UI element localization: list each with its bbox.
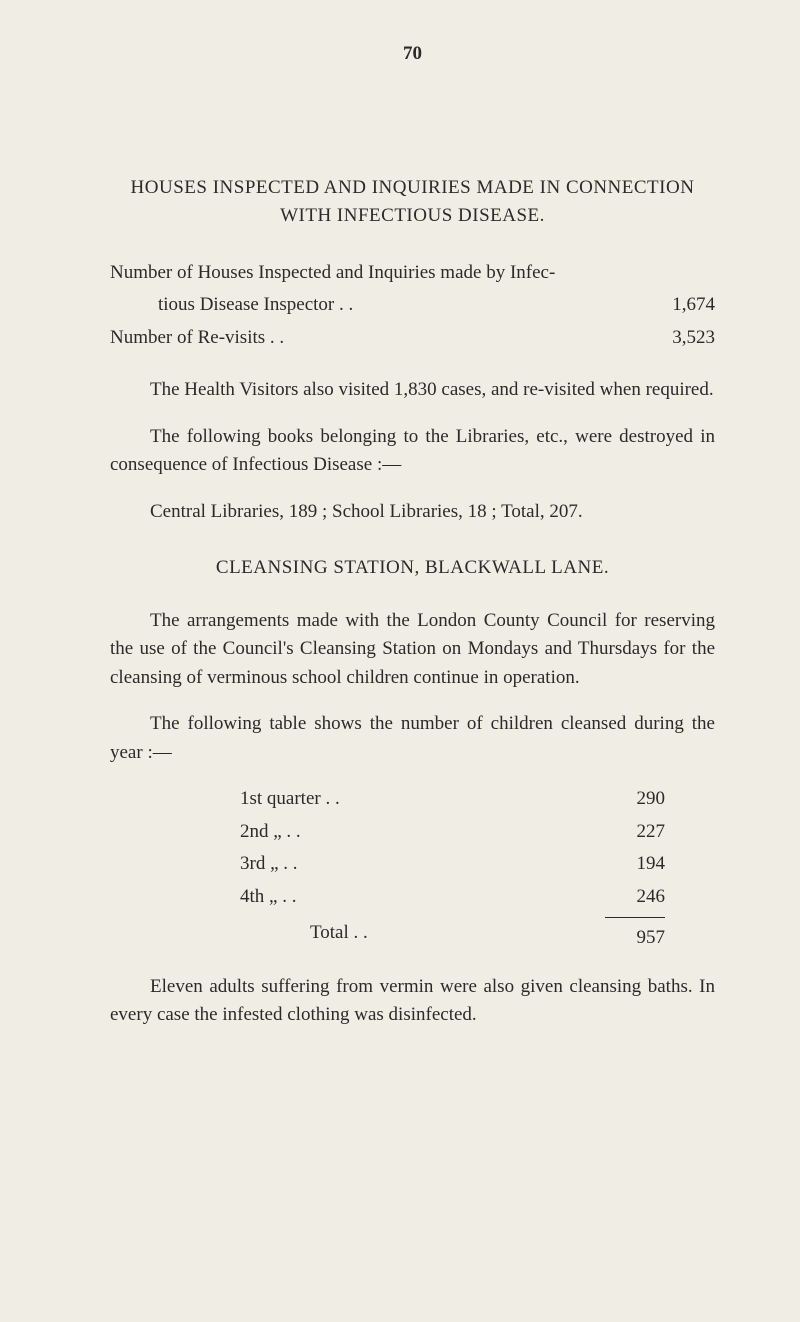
stat-line-1b: tious Disease Inspector . . 1,674 <box>110 291 715 320</box>
paragraph: The following table shows the number of … <box>110 710 715 767</box>
quarter-value: 246 <box>605 883 665 912</box>
stat-block: Number of Houses Inspected and Inquiries… <box>110 259 715 353</box>
stat-label: Number of Re-visits . . <box>110 324 645 353</box>
total-label: Total . . <box>240 919 450 953</box>
paragraph: The following books belonging to the Lib… <box>110 423 715 480</box>
quarter-label: 3rd „ . . <box>240 850 380 879</box>
stat-label: Number of Houses Inspected and Inquiries… <box>110 259 715 288</box>
main-heading: HOUSES INSPECTED AND INQUIRIES MADE IN C… <box>110 174 715 231</box>
stat-line-1a: Number of Houses Inspected and Inquiries… <box>110 259 715 288</box>
stat-value: 1,674 <box>645 291 715 320</box>
quarter-value: 290 <box>605 785 665 814</box>
paragraph: Central Libraries, 189 ; School Librarie… <box>110 498 715 527</box>
total-value: 957 <box>605 917 665 953</box>
quarter-value: 227 <box>605 818 665 847</box>
total-row: Total . . 957 <box>240 919 665 953</box>
table-row: 2nd „ . . 227 <box>240 818 665 847</box>
table-row: 3rd „ . . 194 <box>240 850 665 879</box>
quarter-value: 194 <box>605 850 665 879</box>
page-number: 70 <box>110 40 715 69</box>
table-row: 1st quarter . . 290 <box>240 785 665 814</box>
paragraph: The Health Visitors also visited 1,830 c… <box>110 376 715 405</box>
sub-heading: CLEANSING STATION, BLACKWALL LANE. <box>110 554 715 583</box>
quarter-label: 1st quarter . . <box>240 785 380 814</box>
paragraph: Eleven adults suffering from vermin were… <box>110 973 715 1030</box>
stat-line-2: Number of Re-visits . . 3,523 <box>110 324 715 353</box>
quarter-table: 1st quarter . . 290 2nd „ . . 227 3rd „ … <box>240 785 665 953</box>
quarter-label: 4th „ . . <box>240 883 380 912</box>
paragraph: The arrangements made with the London Co… <box>110 607 715 693</box>
document-page: 70 HOUSES INSPECTED AND INQUIRIES MADE I… <box>0 0 800 1108</box>
quarter-label: 2nd „ . . <box>240 818 380 847</box>
stat-label-cont: tious Disease Inspector . . <box>110 291 353 320</box>
table-row: 4th „ . . 246 <box>240 883 665 912</box>
stat-value: 3,523 <box>645 324 715 353</box>
